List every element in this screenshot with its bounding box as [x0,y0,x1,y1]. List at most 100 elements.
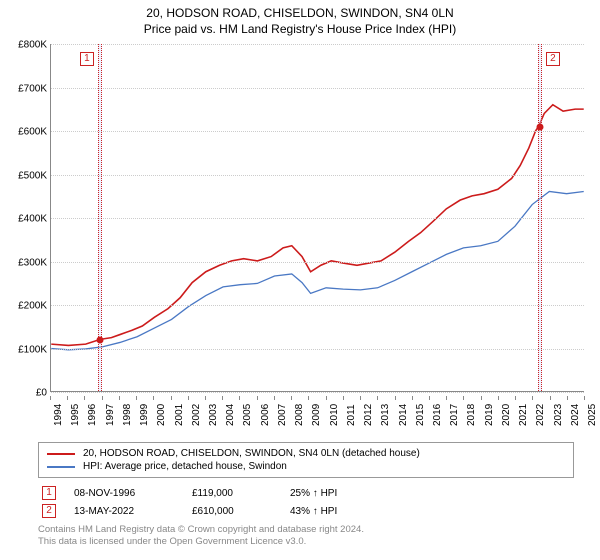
x-tick-label: 2007 [277,404,288,426]
x-tick-label: 2001 [174,404,185,426]
x-tick-label: 2014 [398,404,409,426]
x-tick [360,396,361,400]
y-tick-label: £500K [18,170,51,181]
y-tick-label: £300K [18,257,51,268]
x-tick [550,396,551,400]
y-gridline: £800K [51,44,584,45]
x-tick [567,396,568,400]
y-gridline: £600K [51,131,584,132]
y-tick-label: £700K [18,83,51,94]
y-tick-label: £100K [18,344,51,355]
x-tick [308,396,309,400]
x-tick [136,396,137,400]
x-tick-label: 2025 [587,404,598,426]
x-tick [119,396,120,400]
x-tick [515,396,516,400]
x-tick [584,396,585,400]
transaction-badge: 2 [42,504,56,518]
x-tick-label: 1999 [139,404,150,426]
series-line-hpi [51,191,583,349]
x-tick [463,396,464,400]
sale-marker-band [538,44,542,391]
transactions-table: 1 08-NOV-1996 £119,000 25% ↑ HPI 2 13-MA… [38,484,574,520]
y-gridline: £400K [51,218,584,219]
x-tick [343,396,344,400]
x-tick-label: 2015 [415,404,426,426]
y-tick-label: £600K [18,127,51,138]
x-tick-label: 2008 [294,404,305,426]
x-tick [291,396,292,400]
x-tick-label: 2006 [260,404,271,426]
x-tick [257,396,258,400]
x-tick [377,396,378,400]
x-tick-label: 2012 [363,404,374,426]
x-tick-label: 2020 [501,404,512,426]
x-tick-label: 2004 [225,404,236,426]
x-tick-label: 1994 [53,404,64,426]
transaction-delta: 25% ↑ HPI [290,488,380,499]
title-line-1: 20, HODSON ROAD, CHISELDON, SWINDON, SN4… [0,6,600,20]
transaction-row: 2 13-MAY-2022 £610,000 43% ↑ HPI [38,502,574,520]
sale-point-marker [97,337,104,344]
legend: 20, HODSON ROAD, CHISELDON, SWINDON, SN4… [38,442,574,478]
x-tick [153,396,154,400]
x-tick-label: 2002 [191,404,202,426]
x-tick [412,396,413,400]
title-block: 20, HODSON ROAD, CHISELDON, SWINDON, SN4… [0,0,600,40]
x-tick [429,396,430,400]
x-tick [84,396,85,400]
y-gridline: £700K [51,88,584,89]
x-tick [102,396,103,400]
x-tick [274,396,275,400]
x-axis: 1994 1995 1996 1997 1998 1999 2000 2001 2002 2003… [50,396,584,446]
x-tick [326,396,327,400]
x-tick [67,396,68,400]
transaction-badge: 1 [42,486,56,500]
y-tick-label: £400K [18,214,51,225]
x-tick [171,396,172,400]
footer-line-2: This data is licensed under the Open Gov… [38,536,574,548]
y-gridline: £200K [51,305,584,306]
x-tick [188,396,189,400]
legend-item: 20, HODSON ROAD, CHISELDON, SWINDON, SN4… [47,447,565,460]
transaction-price: £119,000 [192,488,272,499]
transaction-delta: 43% ↑ HPI [290,506,380,517]
legend-label: 20, HODSON ROAD, CHISELDON, SWINDON, SN4… [83,448,420,459]
y-gridline: £300K [51,262,584,263]
x-tick-label: 2022 [535,404,546,426]
y-gridline: £0 [51,392,584,393]
legend-label: HPI: Average price, detached house, Swin… [83,461,287,472]
x-tick [395,396,396,400]
x-tick-label: 2013 [380,404,391,426]
x-tick-label: 1995 [70,404,81,426]
x-tick-label: 2019 [484,404,495,426]
x-tick [205,396,206,400]
plot-area: £0£100K£200K£300K£400K£500K£600K£700K£80… [50,44,584,392]
x-tick-label: 1998 [122,404,133,426]
x-tick-label: 2003 [208,404,219,426]
title-line-2: Price paid vs. HM Land Registry's House … [0,22,600,36]
x-tick-label: 2011 [346,404,357,426]
x-tick-label: 2000 [156,404,167,426]
legend-swatch [47,453,75,455]
legend-swatch [47,466,75,468]
x-tick [481,396,482,400]
sale-point-marker [536,123,543,130]
x-tick-label: 1997 [105,404,116,426]
x-tick [532,396,533,400]
y-tick-label: £800K [18,40,51,51]
x-tick-label: 1996 [87,404,98,426]
transaction-row: 1 08-NOV-1996 £119,000 25% ↑ HPI [38,484,574,502]
y-tick-label: £0 [36,388,51,399]
chart-container: 20, HODSON ROAD, CHISELDON, SWINDON, SN4… [0,0,600,560]
y-gridline: £100K [51,349,584,350]
x-tick-label: 2023 [553,404,564,426]
footer-line-1: Contains HM Land Registry data © Crown c… [38,524,574,536]
x-tick-label: 2017 [449,404,460,426]
x-tick [498,396,499,400]
transaction-price: £610,000 [192,506,272,517]
x-tick-label: 2010 [329,404,340,426]
x-tick-label: 2016 [432,404,443,426]
x-tick [239,396,240,400]
x-tick [50,396,51,400]
